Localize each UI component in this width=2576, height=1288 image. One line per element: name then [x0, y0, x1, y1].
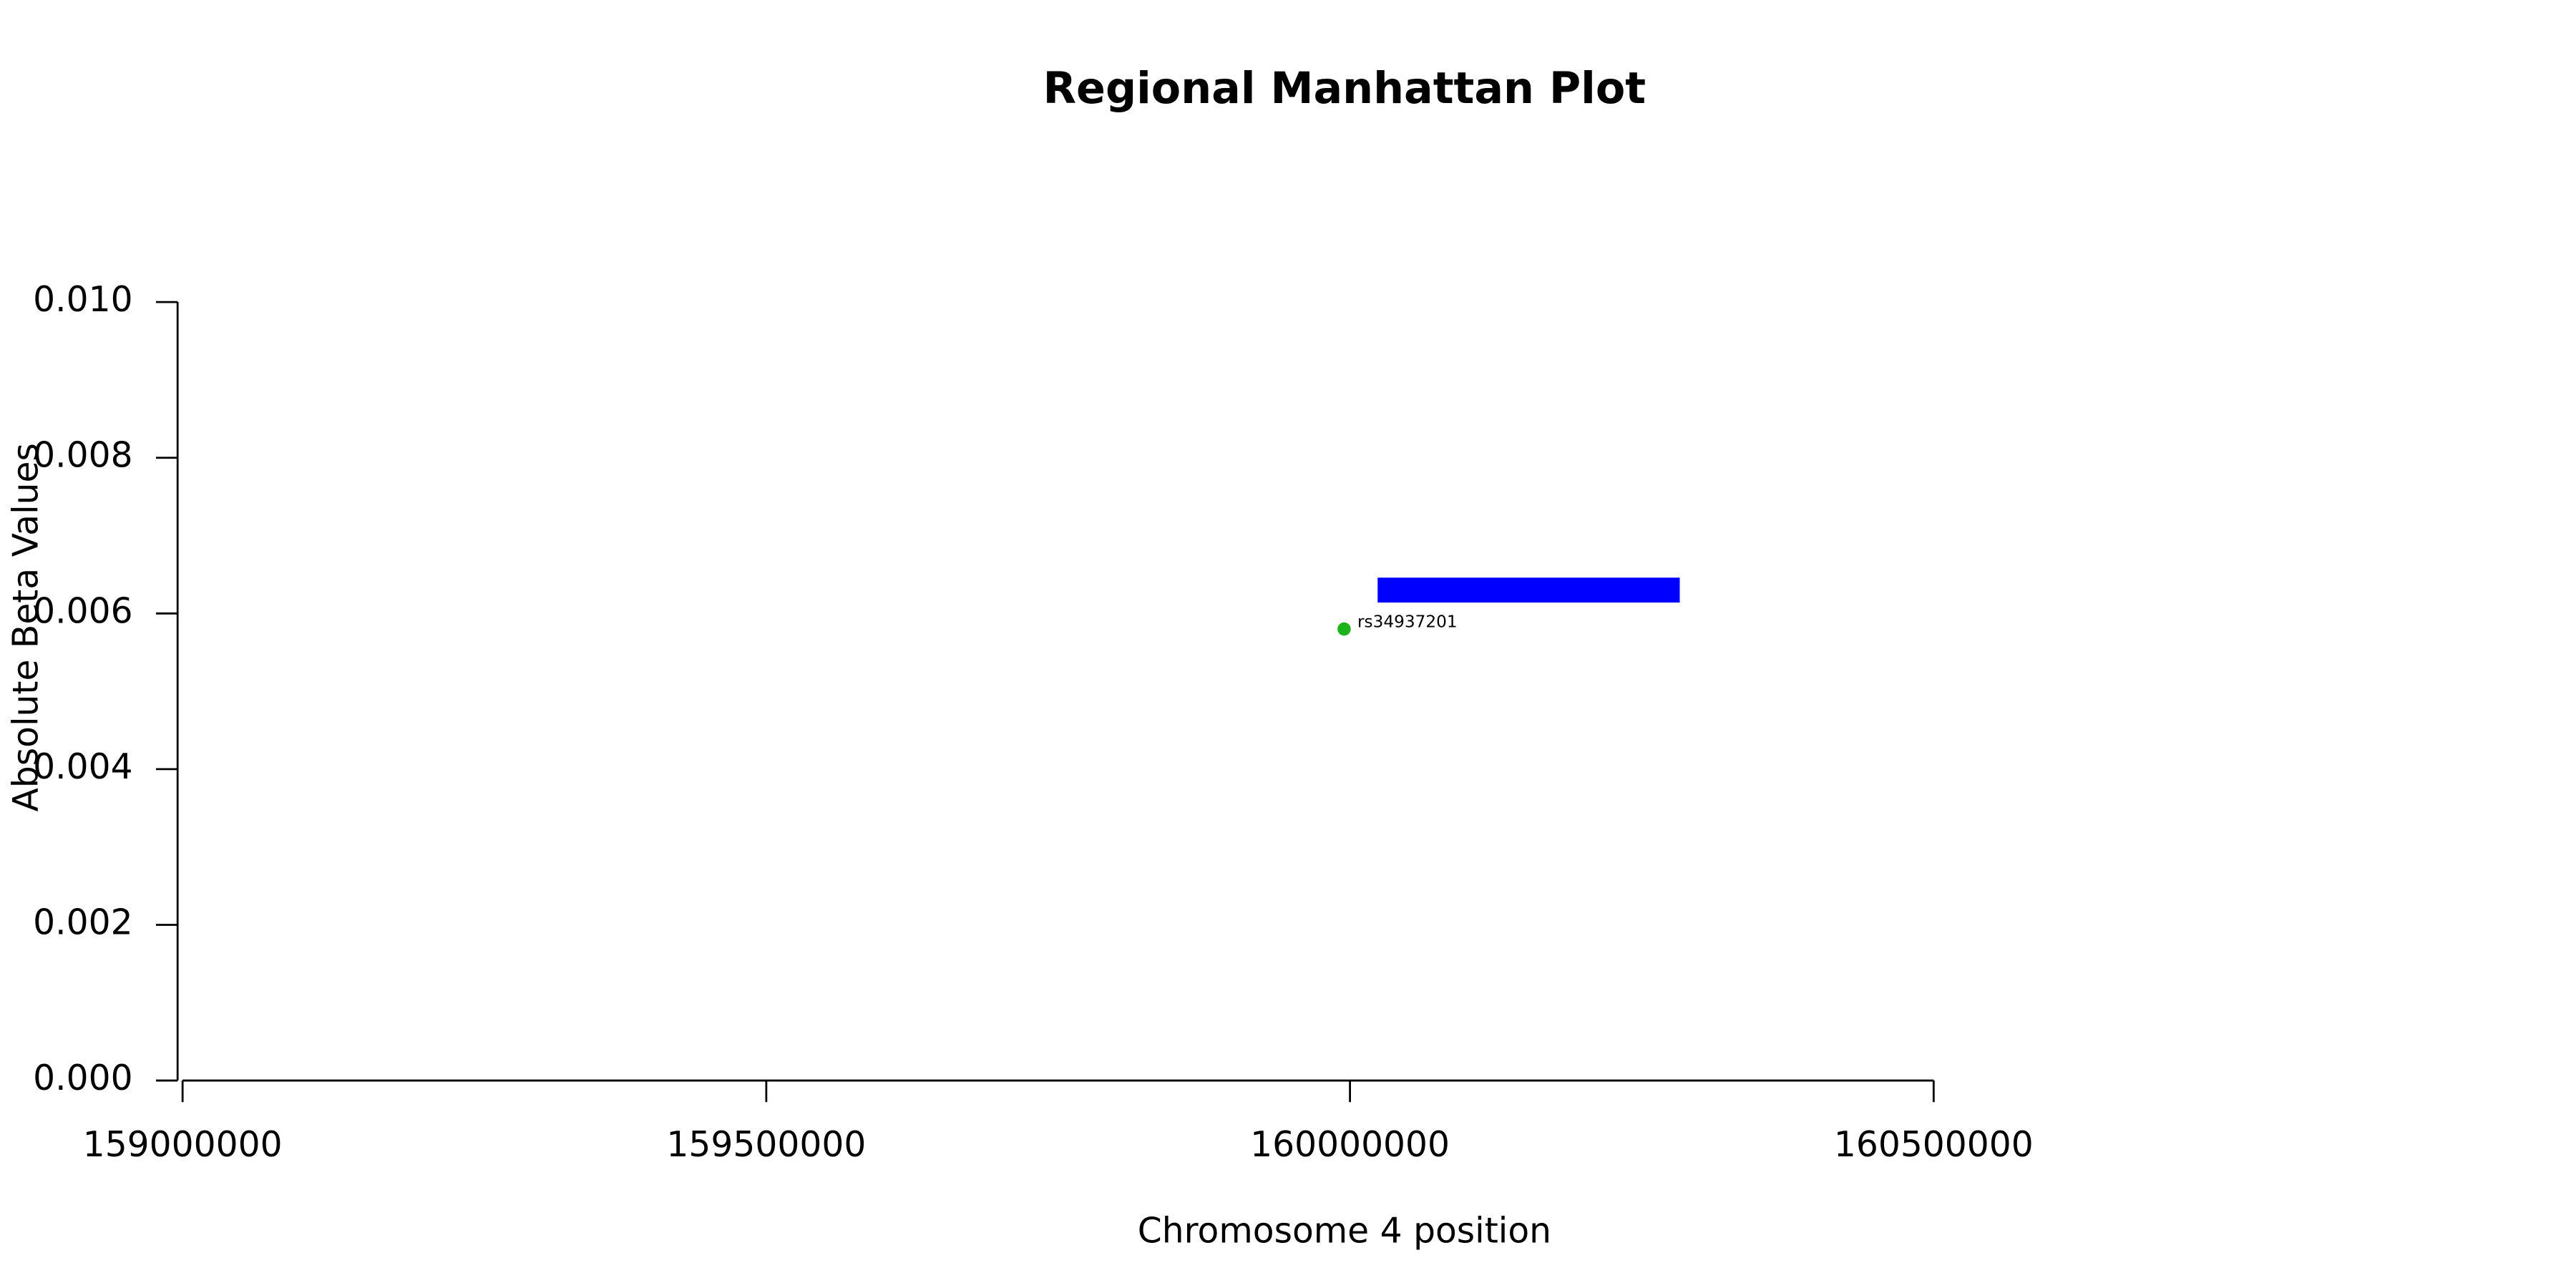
y-tick-label: 0.004 [33, 747, 132, 787]
x-tick-label: 159500000 [666, 1125, 866, 1165]
y-axis-title: Absolute Beta Values [6, 443, 46, 811]
gene-region [1377, 577, 1680, 603]
x-tick-label: 160500000 [1834, 1125, 2034, 1165]
point-label: rs34937201 [1357, 612, 1458, 631]
y-tick-label: 0.002 [33, 902, 132, 942]
x-axis-title: Chromosome 4 position [1138, 1211, 1551, 1251]
y-tick-label: 0.000 [33, 1058, 132, 1098]
y-tick-label: 0.006 [33, 591, 132, 631]
point [1337, 622, 1351, 636]
y-tick-label: 0.010 [33, 280, 132, 320]
x-tick-label: 159000000 [83, 1125, 283, 1165]
x-tick-label: 160000000 [1250, 1125, 1450, 1165]
y-tick-label: 0.008 [33, 436, 132, 476]
chart-title: Regional Manhattan Plot [1043, 64, 1646, 114]
